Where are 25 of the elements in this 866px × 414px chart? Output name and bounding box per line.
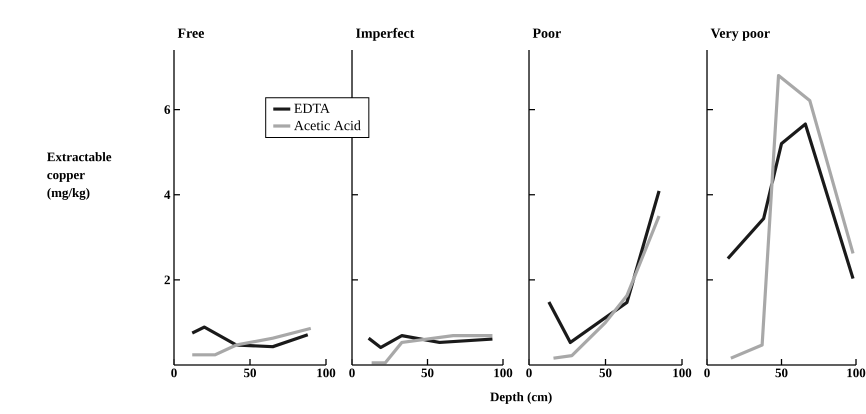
- legend-label: EDTA: [294, 104, 330, 113]
- x-tick-label: 50: [600, 368, 612, 378]
- x-tick-label: 0: [349, 368, 355, 378]
- x-tick-label: 0: [171, 368, 177, 378]
- chart-title: Poor: [532, 28, 561, 38]
- x-axis-title: Depth (cm): [490, 392, 552, 404]
- x-tick-label: 50: [244, 368, 256, 378]
- y-tick-label: 6: [164, 105, 170, 114]
- x-tick-label: 0: [526, 368, 532, 378]
- line-series: [190, 326, 312, 356]
- x-tick-label: 100: [494, 368, 512, 378]
- legend-label: Acetic Acid: [294, 120, 361, 130]
- x-tick-label: 100: [847, 368, 866, 378]
- y-axis-title: Extractable copper (mg/kg): [47, 152, 112, 200]
- chart-title: Imperfect: [356, 28, 414, 41]
- x-tick-label: 0: [704, 368, 710, 378]
- x-tick-label: 50: [422, 368, 434, 378]
- y-tick-label: 4: [164, 190, 170, 199]
- chart-title: Very poor: [710, 28, 770, 41]
- x-tick-label: 100: [317, 368, 336, 378]
- line-series: [190, 326, 310, 348]
- y-tick-label: 2: [164, 276, 170, 284]
- chart-title: Free: [178, 28, 204, 38]
- x-tick-label: 100: [673, 368, 692, 378]
- x-tick-label: 50: [776, 368, 788, 378]
